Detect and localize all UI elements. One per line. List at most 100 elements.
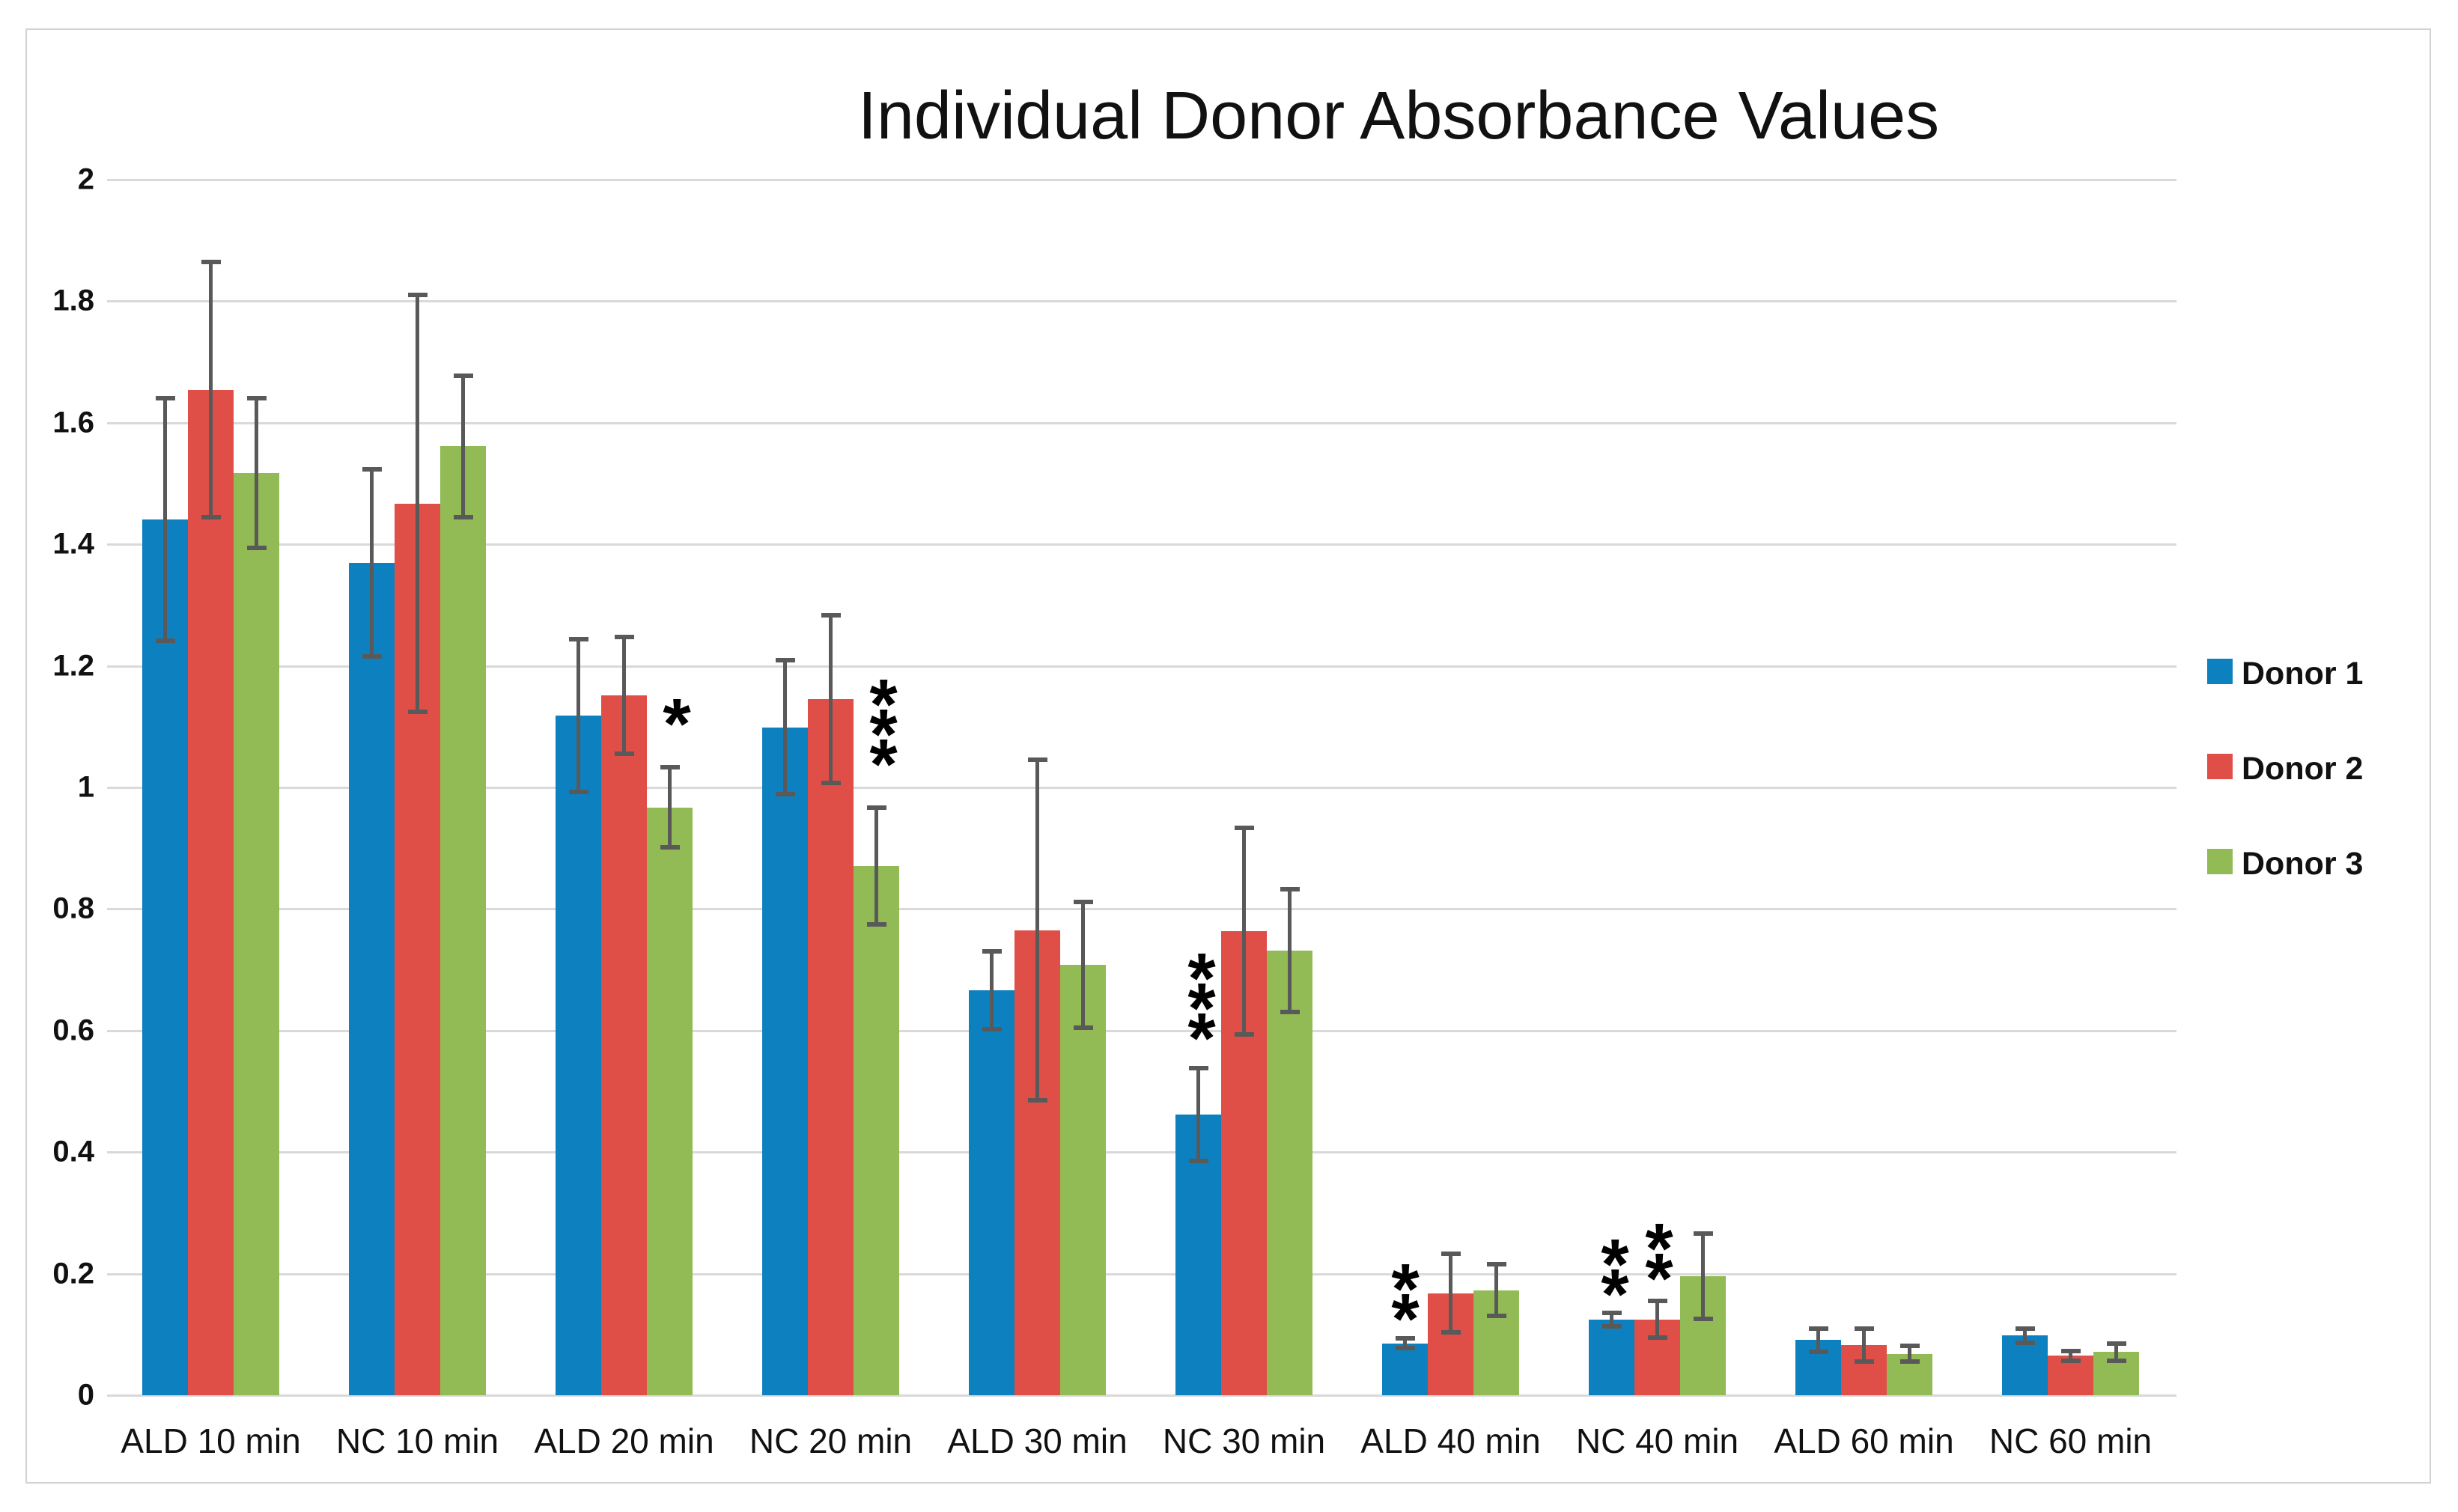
error-bar-cap-top <box>2060 1348 2081 1353</box>
y-axis-tick-label: 1.6 <box>52 406 94 439</box>
error-bar-cap-top <box>821 613 841 618</box>
error-bar-cap-top <box>1647 1299 1667 1304</box>
significance-asterisk: * <box>869 695 898 775</box>
y-axis-tick-label: 0.2 <box>52 1257 94 1290</box>
y-axis-tick-label: 1.4 <box>52 527 94 561</box>
error-bar <box>1196 1068 1200 1161</box>
error-bar-cap-top <box>1854 1326 1874 1332</box>
y-axis-tick-label: 0.8 <box>52 891 94 925</box>
legend-swatch-icon <box>2207 754 2233 779</box>
error-bar <box>783 660 787 794</box>
error-bar-cap-bottom <box>1601 1324 1622 1329</box>
gridline-1.6 <box>107 421 2176 424</box>
error-bar-cap-top <box>1280 887 1300 892</box>
error-bar-cap-bottom <box>2015 1341 2035 1346</box>
significance-asterisk: * <box>1645 1209 1673 1289</box>
y-axis-tick-label: 1.2 <box>52 649 94 683</box>
bar-donor-3 <box>854 865 899 1395</box>
bar-donor-1 <box>142 519 188 1395</box>
error-bar-cap-bottom <box>246 546 267 551</box>
bar-donor-1 <box>349 562 395 1395</box>
y-axis-tick-label: 0 <box>77 1378 94 1412</box>
error-bar-cap-top <box>1486 1261 1506 1266</box>
bar-donor-3 <box>234 473 279 1395</box>
error-bar-cap-bottom <box>362 653 382 659</box>
significance-asterisk: * <box>1187 939 1216 1019</box>
legend-swatch-icon <box>2207 849 2233 874</box>
error-bar <box>2069 1350 2072 1361</box>
error-bar-cap-top <box>1073 900 1093 905</box>
bar-donor-2 <box>188 389 234 1395</box>
error-bar-cap-bottom <box>775 791 795 796</box>
error-bar-cap-top <box>1234 826 1254 831</box>
error-bar <box>1610 1313 1613 1327</box>
bar-donor-3 <box>440 446 486 1395</box>
error-bar <box>2023 1328 2027 1344</box>
error-bar-cap-top <box>155 395 175 400</box>
error-bar <box>1288 889 1292 1013</box>
error-bar-cap-top <box>866 805 886 810</box>
error-bar-cap-bottom <box>407 710 428 715</box>
gridline-2 <box>107 179 2176 181</box>
error-bar-cap-bottom <box>1395 1346 1415 1351</box>
bar-donor-2 <box>808 699 854 1395</box>
error-bar-cap-bottom <box>614 752 634 757</box>
significance-asterisk: * <box>1187 969 1216 1049</box>
x-axis-category-label: NC 30 min <box>1162 1421 1326 1460</box>
error-bar-cap-top <box>1899 1344 1920 1349</box>
bar-donor-1 <box>556 716 601 1395</box>
error-bar-cap-top <box>660 765 680 770</box>
gridline-1 <box>107 787 2176 789</box>
bar-donor-2 <box>601 695 647 1395</box>
significance-asterisk: * <box>869 665 898 745</box>
error-bar-cap-top <box>1693 1231 1713 1236</box>
bar-donor-1 <box>1589 1320 1634 1395</box>
significance-asterisk: * <box>1391 1249 1420 1329</box>
gridline-0 <box>107 1394 2176 1397</box>
error-bar-cap-bottom <box>1693 1316 1713 1321</box>
error-bar <box>1403 1338 1407 1349</box>
y-axis-tick-label: 0.6 <box>52 1013 94 1047</box>
error-bar <box>990 951 994 1030</box>
bar-donor-3 <box>1060 965 1106 1395</box>
bar-donor-1 <box>762 727 808 1395</box>
error-bar-cap-top <box>1395 1336 1415 1341</box>
x-axis-category-label: NC 20 min <box>749 1421 913 1460</box>
error-bar <box>668 767 672 848</box>
error-bar <box>1816 1328 1820 1352</box>
error-bar-cap-bottom <box>1073 1025 1093 1030</box>
x-axis-category-label: NC 10 min <box>335 1421 499 1460</box>
error-bar <box>416 295 419 713</box>
error-bar <box>1494 1263 1498 1317</box>
legend-label: Donor 3 <box>2242 846 2364 882</box>
legend-swatch-icon <box>2207 659 2233 684</box>
error-bar <box>577 638 580 793</box>
error-bar-cap-top <box>1808 1326 1828 1331</box>
y-axis-tick-label: 1 <box>77 770 94 804</box>
error-bar <box>1908 1346 1911 1362</box>
error-bar-cap-bottom <box>660 845 680 850</box>
legend-label: Donor 2 <box>2242 751 2364 787</box>
significance-asterisk: * <box>663 684 691 764</box>
error-bar-cap-top <box>2106 1341 2126 1346</box>
bar-donor-3 <box>1267 951 1312 1395</box>
gridline-1.8 <box>107 300 2176 303</box>
x-axis-category-label: ALD 10 min <box>121 1421 301 1460</box>
gridline-0.8 <box>107 908 2176 911</box>
error-bar-cap-top <box>614 635 634 640</box>
x-axis-category-label: ALD 60 min <box>1774 1421 1954 1460</box>
bar-donor-1 <box>2002 1335 2048 1395</box>
error-bar <box>1701 1234 1705 1319</box>
significance-asterisk: * <box>1601 1255 1629 1335</box>
y-axis-tick-label: 1.8 <box>52 284 94 317</box>
error-bar-cap-bottom <box>2106 1358 2126 1363</box>
error-bar-cap-bottom <box>1234 1032 1254 1037</box>
gridline-0.4 <box>107 1151 2176 1154</box>
error-bar-cap-bottom <box>982 1027 1002 1032</box>
x-axis-category-label: NC 60 min <box>1989 1421 2153 1460</box>
error-bar-cap-top <box>1027 757 1047 763</box>
error-bar-cap-bottom <box>1441 1330 1461 1335</box>
error-bar-cap-bottom <box>1486 1314 1506 1319</box>
error-bar-cap-bottom <box>821 781 841 786</box>
gridline-0.2 <box>107 1272 2176 1275</box>
